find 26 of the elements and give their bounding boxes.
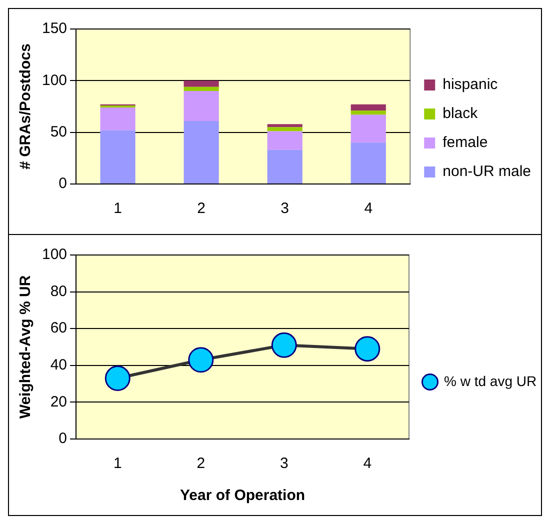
x-tick-label: 2 <box>197 200 206 218</box>
x-tick-label: 1 <box>114 200 122 218</box>
y-tick-label: 100 <box>42 246 68 264</box>
y-axis-title: Weighted-Avg % UR <box>17 275 34 419</box>
y-tick-label: 150 <box>42 20 68 38</box>
y-axis-title: # GRAs/Postdocs <box>17 44 34 170</box>
y-tick-label: 60 <box>50 320 68 337</box>
legend-label: non-UR male <box>442 163 532 180</box>
y-tick-label: 0 <box>58 430 68 448</box>
legend-label: hispanic <box>442 76 498 94</box>
legend-label: black <box>442 105 478 122</box>
y-tick-label: 20 <box>50 393 68 410</box>
x-axis-title: Year of Operation <box>180 487 306 504</box>
y-tick-label: 40 <box>50 356 68 374</box>
y-tick-label: 100 <box>42 72 68 89</box>
y-tick-label: 0 <box>58 175 68 192</box>
x-tick-label: 2 <box>196 455 206 472</box>
y-tick-label: 50 <box>50 123 68 140</box>
x-tick-label: 3 <box>280 200 290 218</box>
y-tick-label: 80 <box>50 282 68 300</box>
legend-label: % w td avg UR <box>444 372 537 389</box>
x-tick-label: 4 <box>363 455 372 472</box>
x-tick-label: 4 <box>364 200 373 218</box>
x-tick-label: 1 <box>113 455 122 472</box>
x-tick-label: 3 <box>280 455 288 472</box>
legend-label: female <box>442 134 488 152</box>
